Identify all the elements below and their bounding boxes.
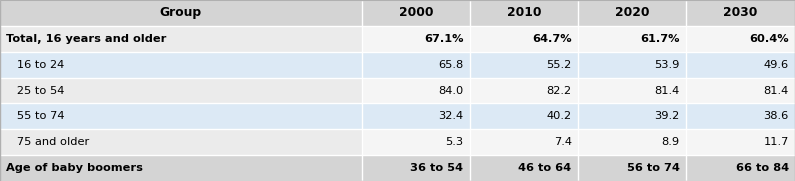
Text: 49.6: 49.6	[763, 60, 789, 70]
Bar	[0, 103, 362, 129]
Bar	[0, 155, 362, 181]
Bar	[470, 129, 578, 155]
Text: 38.6: 38.6	[763, 111, 789, 121]
Text: 32.4: 32.4	[438, 111, 463, 121]
Bar	[470, 103, 578, 129]
Text: 55.2: 55.2	[546, 60, 572, 70]
Bar	[362, 103, 470, 129]
Text: 25 to 54: 25 to 54	[6, 85, 64, 96]
Text: 66 to 84: 66 to 84	[735, 163, 789, 173]
Bar	[362, 155, 470, 181]
Text: Age of baby boomers: Age of baby boomers	[6, 163, 143, 173]
Bar	[686, 129, 795, 155]
Bar	[686, 155, 795, 181]
Bar	[0, 0, 795, 26]
Bar	[578, 129, 686, 155]
Text: Group: Group	[160, 7, 202, 19]
Bar	[0, 26, 362, 52]
Text: 46 to 64: 46 to 64	[518, 163, 572, 173]
Text: 55 to 74: 55 to 74	[6, 111, 65, 121]
Bar	[362, 26, 470, 52]
Text: 2000: 2000	[398, 7, 433, 19]
Text: 60.4%: 60.4%	[749, 34, 789, 44]
Text: Total, 16 years and older: Total, 16 years and older	[6, 34, 167, 44]
Text: 2030: 2030	[723, 7, 758, 19]
Bar	[578, 26, 686, 52]
Text: 75 and older: 75 and older	[6, 137, 90, 147]
Text: 36 to 54: 36 to 54	[410, 163, 463, 173]
Text: 8.9: 8.9	[661, 137, 680, 147]
Bar	[470, 155, 578, 181]
Bar	[578, 103, 686, 129]
Bar	[686, 78, 795, 103]
Bar	[0, 52, 362, 78]
Text: 84.0: 84.0	[438, 85, 463, 96]
Bar	[362, 129, 470, 155]
Text: 82.2: 82.2	[546, 85, 572, 96]
Text: 64.7%: 64.7%	[532, 34, 572, 44]
Text: 7.4: 7.4	[553, 137, 572, 147]
Text: 56 to 74: 56 to 74	[626, 163, 680, 173]
Text: 81.4: 81.4	[654, 85, 680, 96]
Text: 39.2: 39.2	[654, 111, 680, 121]
Text: 2010: 2010	[506, 7, 541, 19]
Bar	[686, 26, 795, 52]
Text: 16 to 24: 16 to 24	[6, 60, 64, 70]
Bar	[578, 155, 686, 181]
Bar	[470, 78, 578, 103]
Bar	[0, 78, 362, 103]
Bar	[362, 78, 470, 103]
Bar	[0, 129, 362, 155]
Bar	[578, 78, 686, 103]
Bar	[470, 26, 578, 52]
Text: 53.9: 53.9	[654, 60, 680, 70]
Bar	[686, 52, 795, 78]
Bar	[686, 103, 795, 129]
Text: 11.7: 11.7	[763, 137, 789, 147]
Text: 81.4: 81.4	[763, 85, 789, 96]
Text: 5.3: 5.3	[445, 137, 463, 147]
Text: 40.2: 40.2	[546, 111, 572, 121]
Bar	[578, 52, 686, 78]
Text: 2020: 2020	[615, 7, 650, 19]
Text: 65.8: 65.8	[438, 60, 463, 70]
Text: 61.7%: 61.7%	[640, 34, 680, 44]
Text: 67.1%: 67.1%	[424, 34, 463, 44]
Bar	[470, 52, 578, 78]
Bar	[362, 52, 470, 78]
